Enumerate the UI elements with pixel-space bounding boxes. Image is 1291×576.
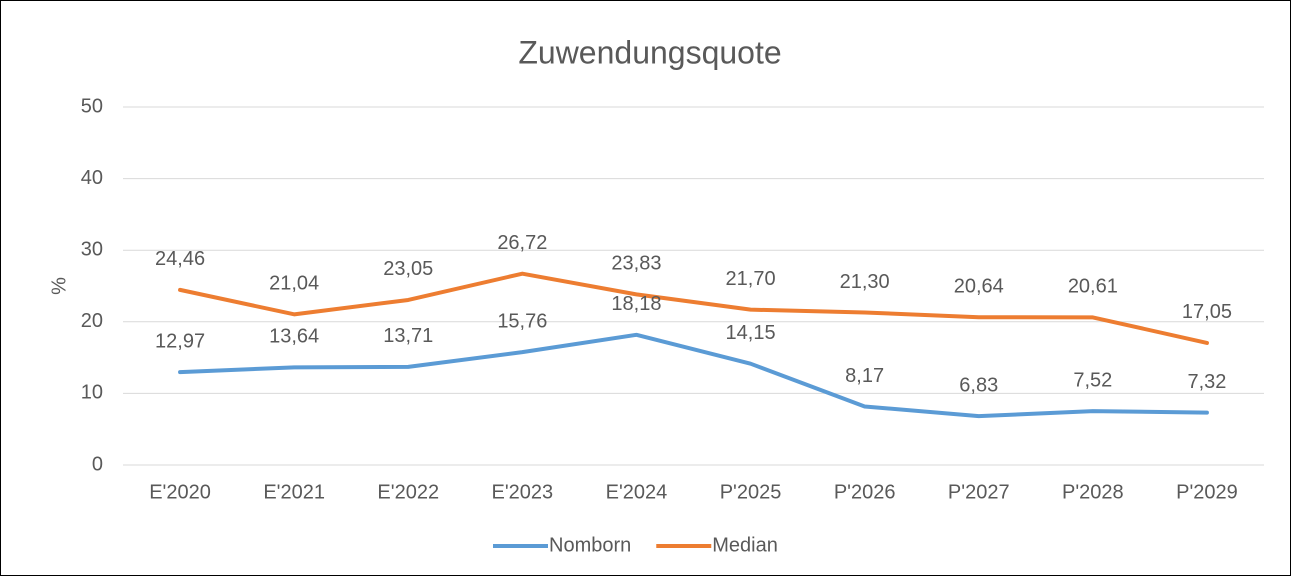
y-tick-label: 30 [81, 238, 103, 260]
x-tick-label: E'2020 [149, 481, 211, 503]
x-tick-label: P'2025 [720, 481, 782, 503]
x-tick-label: P'2026 [834, 481, 896, 503]
data-label: 7,52 [1073, 369, 1112, 391]
data-label: 18,18 [611, 293, 661, 315]
data-label: 21,04 [269, 273, 319, 295]
data-label: 13,71 [383, 325, 433, 347]
y-tick-label: 50 [81, 95, 103, 117]
data-label: 21,70 [726, 268, 776, 290]
data-label: 23,83 [611, 253, 661, 275]
data-label: 21,30 [840, 271, 890, 293]
data-label: 24,46 [155, 248, 205, 270]
data-label: 8,17 [845, 365, 884, 387]
y-tick-label: 10 [81, 382, 103, 404]
data-label: 17,05 [1182, 301, 1232, 323]
data-label: 20,61 [1068, 276, 1118, 298]
x-tick-label: E'2022 [377, 481, 439, 503]
chart-title: Zuwendungsquote [518, 34, 781, 70]
y-tick-label: 20 [81, 310, 103, 332]
data-label: 15,76 [497, 310, 547, 332]
data-label: 26,72 [497, 232, 547, 254]
x-tick-label: E'2024 [606, 481, 668, 503]
data-label: 12,97 [155, 330, 205, 352]
y-axis-label: % [48, 277, 70, 295]
data-label: 14,15 [726, 322, 776, 344]
series-line [178, 271, 1209, 345]
x-tick-label: P'2027 [948, 481, 1010, 503]
y-tick-label: 0 [92, 453, 103, 475]
data-label: 7,32 [1187, 371, 1226, 393]
x-tick-label: E'2021 [263, 481, 325, 503]
data-label: 6,83 [959, 374, 998, 396]
legend-label: Median [712, 534, 778, 556]
data-label: 20,64 [954, 275, 1004, 297]
legend-label: Nomborn [549, 534, 631, 556]
x-tick-label: P'2028 [1062, 481, 1124, 503]
x-tick-label: E'2023 [492, 481, 554, 503]
y-tick-label: 40 [81, 167, 103, 189]
data-label: 23,05 [383, 258, 433, 280]
data-label: 13,64 [269, 326, 319, 348]
series-line [178, 332, 1209, 419]
x-tick-label: P'2029 [1176, 481, 1238, 503]
